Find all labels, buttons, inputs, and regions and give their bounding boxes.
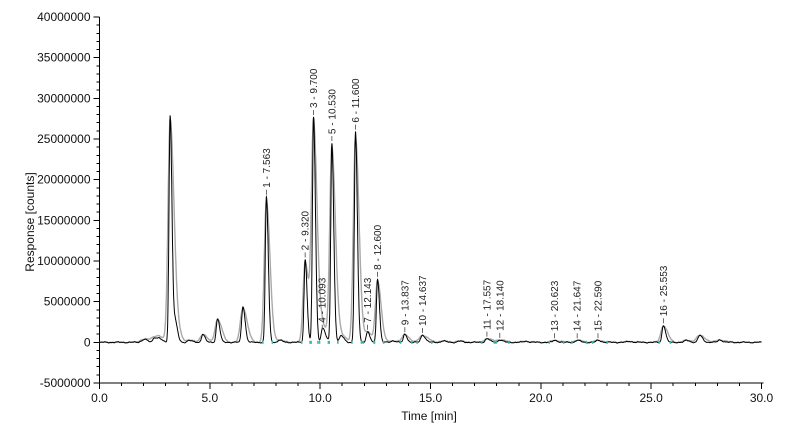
peak-start-marker (262, 340, 264, 344)
x-tick-label: 15.0 (419, 391, 443, 405)
peak-start-marker (493, 340, 496, 344)
y-tick-label: 0 (84, 335, 91, 349)
peak-label: 15 - 22.590 (593, 280, 604, 331)
peak-start-marker (591, 340, 594, 344)
peak-start-marker (351, 340, 353, 344)
peak-label: 9 - 13.837 (400, 280, 411, 325)
peak-label: 8 - 12.600 (373, 224, 384, 269)
peak-label: 3 - 9.700 (309, 68, 320, 108)
peak-label: 2 - 9.320 (301, 210, 312, 250)
y-tick-label: 25000000 (37, 132, 91, 146)
peak-start-marker (317, 340, 319, 344)
peak-start-marker (362, 340, 364, 344)
peak-label: 1 - 7.563 (262, 148, 273, 188)
peak-label: 12 - 18.140 (495, 280, 506, 331)
peak-end-marker (318, 340, 321, 344)
peak-end-marker (563, 340, 565, 344)
peak-label: 4 - 10.093 (318, 277, 329, 322)
peak-start-marker (571, 340, 573, 344)
peak-label: 5 - 10.530 (327, 89, 338, 134)
peak-end-marker (328, 340, 330, 344)
peak-end-marker (606, 340, 608, 344)
peak-end-marker (271, 340, 274, 344)
peak-end-marker (337, 340, 339, 344)
peak-end-marker (508, 340, 510, 344)
y-tick-label: 35000000 (37, 51, 91, 65)
y-tick-label: 30000000 (37, 91, 91, 105)
y-tick-label: 10000000 (37, 254, 91, 268)
x-tick-label: 10.0 (308, 391, 332, 405)
y-tick-label: 5000000 (44, 295, 91, 309)
peak-start-marker (373, 340, 375, 344)
peak-end-marker (669, 340, 672, 344)
x-tick-label: 20.0 (529, 391, 553, 405)
y-tick-label: 20000000 (37, 173, 91, 187)
peak-start-marker (327, 340, 330, 344)
x-tick-label: 30.0 (750, 391, 774, 405)
peak-end-marker (495, 340, 497, 344)
peak-start-marker (416, 340, 418, 344)
peak-label: 7 - 12.143 (363, 277, 374, 322)
peak-end-marker (360, 340, 363, 344)
peak-start-marker (480, 340, 483, 344)
y-tick-label: 15000000 (37, 213, 91, 227)
y-tick-label: -5000000 (40, 376, 91, 390)
peak-end-marker (382, 340, 385, 344)
peak-label: 11 - 17.557 (482, 279, 493, 329)
peak-start-marker (300, 340, 303, 344)
peak-start-marker (548, 340, 550, 344)
peak-end-marker (310, 340, 312, 344)
x-axis-title: Time [min] (401, 409, 457, 423)
x-tick-label: 25.0 (639, 391, 663, 405)
peak-start-marker (399, 340, 402, 344)
peak-end-marker (585, 340, 588, 344)
peak-start-marker (309, 340, 311, 344)
peak-label: 10 - 14.637 (418, 275, 429, 326)
x-tick-label: 5.0 (201, 391, 218, 405)
peak-label: 13 - 20.623 (550, 280, 561, 331)
peak-label: 6 - 11.600 (351, 78, 362, 123)
main-trace (99, 115, 762, 344)
peak-end-marker (430, 340, 433, 344)
peak-label: 16 - 25.553 (659, 265, 670, 316)
peak-end-marker (411, 340, 413, 344)
peak-start-marker (658, 340, 660, 344)
y-tick-label: 40000000 (37, 10, 91, 24)
x-tick-label: 0.0 (91, 391, 108, 405)
peak-label: 14 - 21.647 (573, 280, 584, 331)
